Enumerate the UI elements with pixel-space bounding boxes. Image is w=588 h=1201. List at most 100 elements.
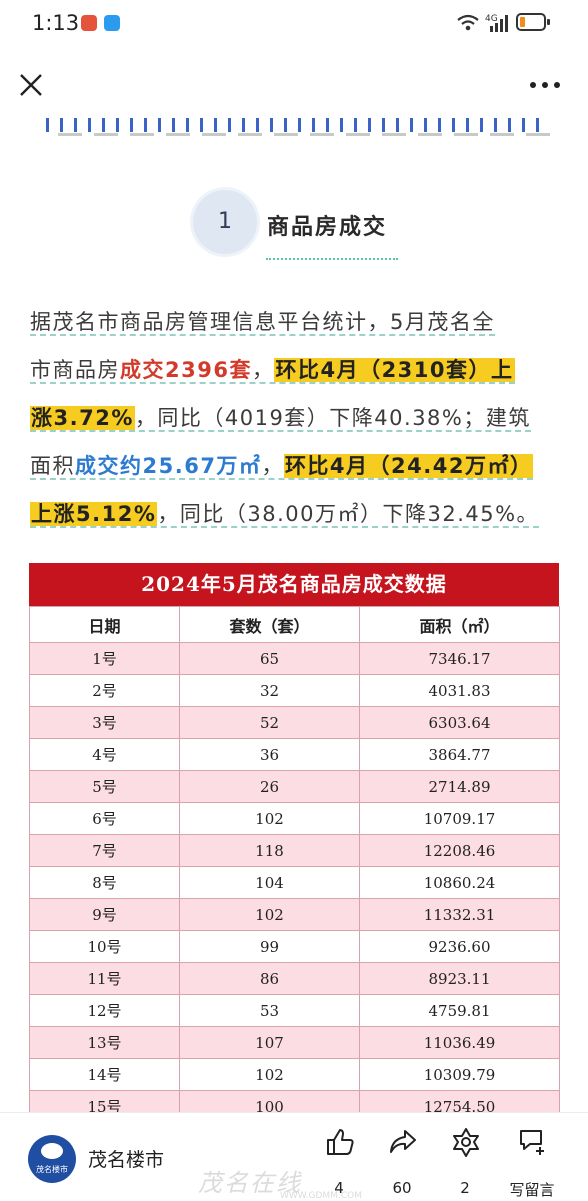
chart-bar-fragment [242, 118, 245, 132]
chart-axis-fragment [202, 133, 226, 136]
like-count: 4 [334, 1179, 344, 1197]
chart-bar-fragment [494, 118, 497, 132]
cell-units: 102 [179, 1058, 360, 1091]
table-row: 8号 104 10860.24 [29, 866, 560, 899]
chart-axis-fragment [346, 133, 370, 136]
column-header-units: 套数（套） [179, 606, 360, 643]
highlight-sales-area: 成交约25.67万㎡ [75, 454, 262, 478]
chart-bar-fragment [312, 118, 315, 132]
cell-date: 6号 [29, 802, 180, 835]
chart-bar-fragment [382, 118, 385, 132]
cell-date: 10号 [29, 930, 180, 963]
sales-data-table: 2024年5月茂名商品房成交数据 日期 套数（套） 面积（㎡） 1号 65 7346… [29, 563, 560, 1123]
comment-icon [520, 1130, 544, 1155]
thumbs-up-icon [327, 1129, 354, 1155]
table-row: 12号 53 4759.81 [29, 994, 560, 1027]
paragraph-line: 上涨5.12%，同比（38.00万㎡）下降32.45%。 [30, 502, 540, 528]
share-icon [390, 1130, 416, 1153]
chart-axis-fragment [94, 133, 118, 136]
wechat-bubble-icon [41, 1143, 63, 1159]
chart-bar-fragment [74, 118, 77, 132]
chart-bar-fragment [424, 118, 427, 132]
share-count: 60 [392, 1179, 412, 1197]
account-name[interactable]: 茂名楼市 [88, 1149, 165, 1171]
cell-units: 36 [179, 738, 360, 771]
cell-area: 7346.17 [359, 642, 560, 675]
text-segment: ，同比（38.00万㎡）下降32.45%。 [157, 502, 540, 526]
comment-button[interactable]: 写留言 [504, 1127, 560, 1199]
table-row: 5号 26 2714.89 [29, 770, 560, 803]
section-number-badge: 1 [193, 190, 257, 254]
cell-area: 10709.17 [359, 802, 560, 835]
chart-bar-fragment [480, 118, 483, 132]
table-row: 3号 52 6303.64 [29, 706, 560, 739]
cell-units: 104 [179, 866, 360, 899]
text-segment: ，同比（4019套）下降40.38%；建筑 [134, 406, 531, 430]
account-avatar[interactable]: 茂名楼市 [28, 1135, 76, 1183]
watermark: 茂名在线 WWW.GDMM.COM [198, 1163, 398, 1201]
table-row: 13号 107 11036.49 [29, 1026, 560, 1059]
table-row: 1号 65 7346.17 [29, 642, 560, 675]
highlight-mom-area-pct: 上涨5.12% [30, 502, 158, 526]
recommend-count: 2 [460, 1179, 470, 1197]
text-segment: ， [251, 358, 275, 382]
table-row: 6号 102 10709.17 [29, 802, 560, 835]
cell-units: 118 [179, 834, 360, 867]
cell-units: 65 [179, 642, 360, 675]
cell-area: 4759.81 [359, 994, 560, 1027]
chart-axis-fragment [382, 133, 406, 136]
cell-area: 2714.89 [359, 770, 560, 803]
chart-axis-fragment [310, 133, 334, 136]
article-header [0, 50, 588, 120]
cell-date: 8号 [29, 866, 180, 899]
cell-date: 13号 [29, 1026, 180, 1059]
chart-bar-fragment [172, 118, 175, 132]
recommend-icon [453, 1128, 479, 1157]
section-number: 1 [218, 209, 232, 234]
cell-units: 99 [179, 930, 360, 963]
cell-units: 26 [179, 770, 360, 803]
cell-units: 102 [179, 898, 360, 931]
cell-units: 32 [179, 674, 360, 707]
cell-units: 102 [179, 802, 360, 835]
chart-bar-fragment [354, 118, 357, 132]
notification-app-icon [81, 15, 97, 31]
chart-axis-fragment [490, 133, 514, 136]
chart-axis-fragment [58, 133, 82, 136]
cell-date: 12号 [29, 994, 180, 1027]
cell-area: 3864.77 [359, 738, 560, 771]
cell-area: 12208.46 [359, 834, 560, 867]
cell-date: 2号 [29, 674, 180, 707]
status-time: 1:13 [32, 11, 80, 35]
cell-units: 53 [179, 994, 360, 1027]
chart-bar-fragment [130, 118, 133, 132]
recommend-button[interactable]: 2 [437, 1127, 493, 1197]
cell-date: 14号 [29, 1058, 180, 1091]
chart-bar-fragment [228, 118, 231, 132]
chart-bar-fragment [270, 118, 273, 132]
article-paragraph: 据茂名市商品房管理信息平台统计，5月茂名全 市商品房成交2396套，环比4月（2… [30, 298, 562, 538]
chart-bar-fragment [452, 118, 455, 132]
paragraph-line: 市商品房成交2396套，环比4月（2310套）上 [30, 358, 515, 384]
more-options-icon[interactable] [530, 80, 562, 90]
cell-date: 5号 [29, 770, 180, 803]
like-button[interactable]: 4 [311, 1127, 367, 1197]
battery-icon [516, 13, 550, 31]
chart-bar-fragment [200, 118, 203, 132]
cell-area: 11332.31 [359, 898, 560, 931]
network-label: 4G [485, 14, 498, 24]
cell-area: 10309.79 [359, 1058, 560, 1091]
share-button[interactable]: 60 [374, 1127, 430, 1197]
chart-axis-fragment [166, 133, 190, 136]
table-header-row: 日期 套数（套） 面积（㎡） [29, 606, 560, 643]
chart-bar-fragment [410, 118, 413, 132]
signal-icon: 4G [485, 14, 508, 32]
close-icon[interactable] [18, 72, 44, 98]
highlight-mom-units: 环比4月（2310套）上 [274, 358, 515, 382]
comment-label: 写留言 [509, 1181, 555, 1199]
cell-date: 7号 [29, 834, 180, 867]
chart-bar-fragment [508, 118, 511, 132]
chart-bar-fragment [438, 118, 441, 132]
chart-bar-fragment [284, 118, 287, 132]
column-header-date: 日期 [29, 606, 180, 643]
